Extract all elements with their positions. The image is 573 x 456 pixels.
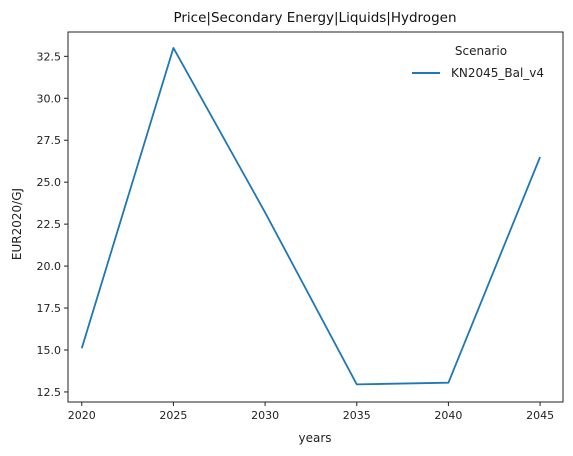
legend: Scenario KN2045_Bal_v4 (412, 44, 544, 80)
x-axis: 2020 2025 2030 2035 2040 2045 (68, 402, 554, 422)
y-tick-label: 17.5 (37, 302, 62, 315)
plot-frame (67, 31, 564, 403)
y-tick-label: 30.0 (37, 92, 62, 105)
x-tick-label: 2035 (343, 409, 371, 422)
x-tick-label: 2020 (68, 409, 96, 422)
x-tick-label: 2025 (159, 409, 187, 422)
y-tick-label: 15.0 (37, 344, 62, 357)
y-tick-label: 22.5 (37, 218, 62, 231)
y-tick-label: 27.5 (37, 134, 62, 147)
y-axis-label: EUR2020/GJ (10, 188, 24, 260)
x-tick-label: 2030 (251, 409, 279, 422)
series-line-kn2045-bal-v4 (80, 47, 541, 386)
legend-entry-label: KN2045_Bal_v4 (451, 66, 544, 80)
y-tick-label: 32.5 (37, 50, 62, 63)
x-tick-label: 2045 (526, 409, 554, 422)
plot-area (67, 31, 564, 403)
x-tick-label: 2040 (434, 409, 462, 422)
y-axis: 12.5 15.0 17.5 20.0 22.5 25.0 27.5 30.0 32.5 (37, 50, 68, 399)
y-tick-label: 20.0 (37, 260, 62, 273)
y-tick-label: 25.0 (37, 176, 62, 189)
series-layer (80, 47, 541, 386)
x-axis-label: years (298, 431, 331, 445)
chart-title: Price|Secondary Energy|Liquids|Hydrogen (173, 10, 456, 26)
legend-title: Scenario (455, 44, 507, 58)
y-tick-label: 12.5 (37, 386, 62, 399)
